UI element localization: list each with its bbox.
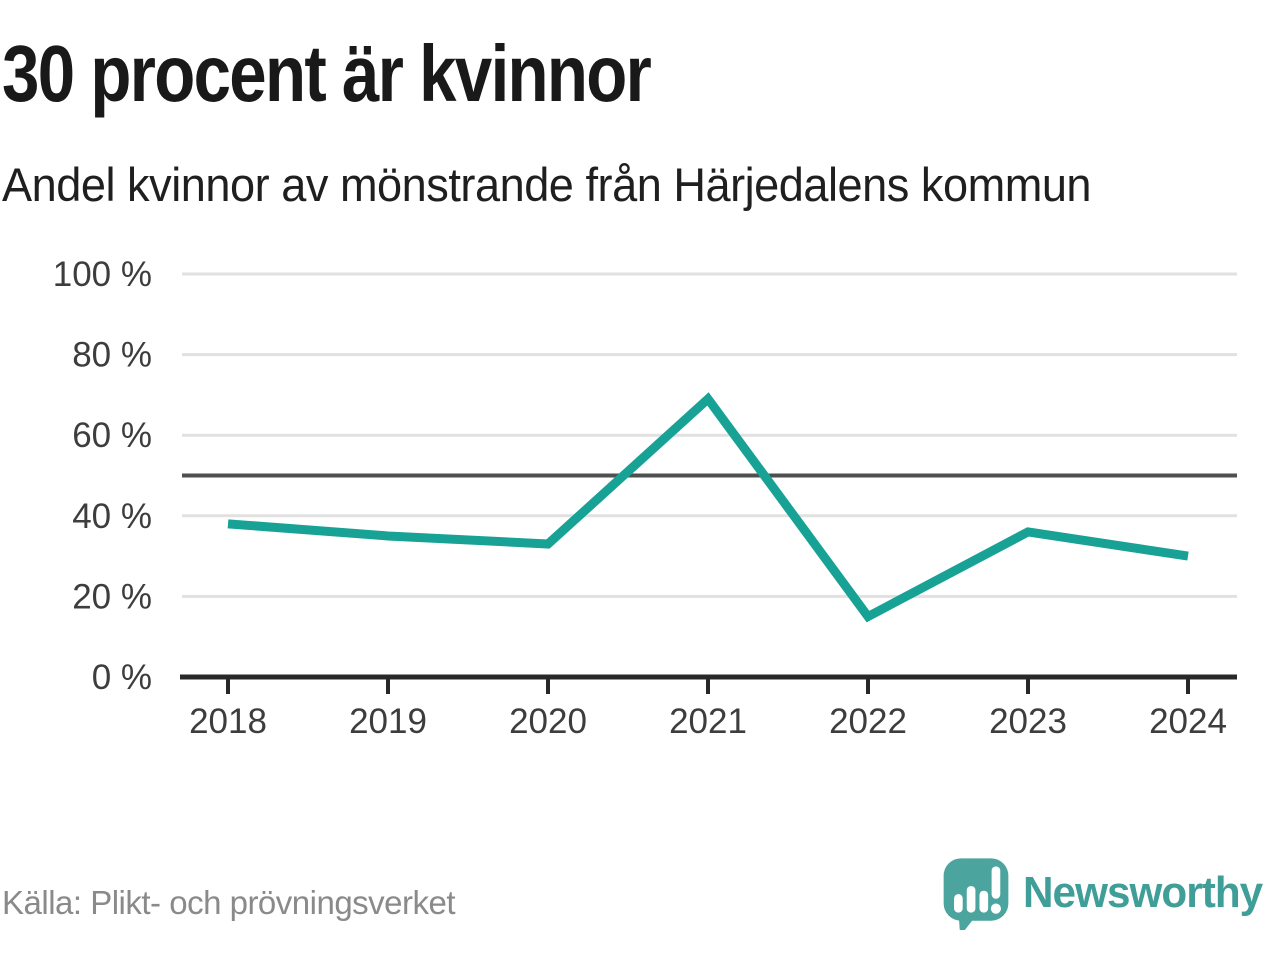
- x-tick-label: 2021: [669, 702, 747, 741]
- line-chart: 0 % 20 % 40 % 60 % 80 % 100 % 2018 2019 2020 2021…: [53, 255, 1237, 741]
- x-tick-label: 2022: [829, 702, 907, 741]
- x-tick-label: 2019: [349, 702, 427, 741]
- x-tick-label: 2020: [509, 702, 587, 741]
- newsworthy-logo-text: Newsworthy: [1022, 868, 1263, 917]
- y-tick-label: 20 %: [72, 577, 152, 616]
- y-tick-label: 0 %: [92, 658, 152, 697]
- y-tick-label: 100 %: [53, 255, 152, 294]
- x-tick-label: 2023: [989, 702, 1067, 741]
- chart-title: 30 procent är kvinnor: [2, 29, 652, 118]
- newsworthy-logo: Newsworthy: [939, 854, 1272, 932]
- y-tick-label: 80 %: [72, 336, 152, 375]
- data-line: [227, 392, 1189, 623]
- y-tick-label: 40 %: [72, 497, 152, 536]
- chart-subtitle: Andel kvinnor av mönstrande från Härjeda…: [2, 158, 1092, 211]
- source-note: Källa: Plikt- och prövningsverket: [2, 884, 456, 921]
- x-tick-label: 2024: [1149, 702, 1227, 741]
- newsworthy-logo-icon: [943, 858, 1009, 930]
- y-tick-label: 60 %: [72, 416, 152, 455]
- x-tick-label: 2018: [189, 702, 267, 741]
